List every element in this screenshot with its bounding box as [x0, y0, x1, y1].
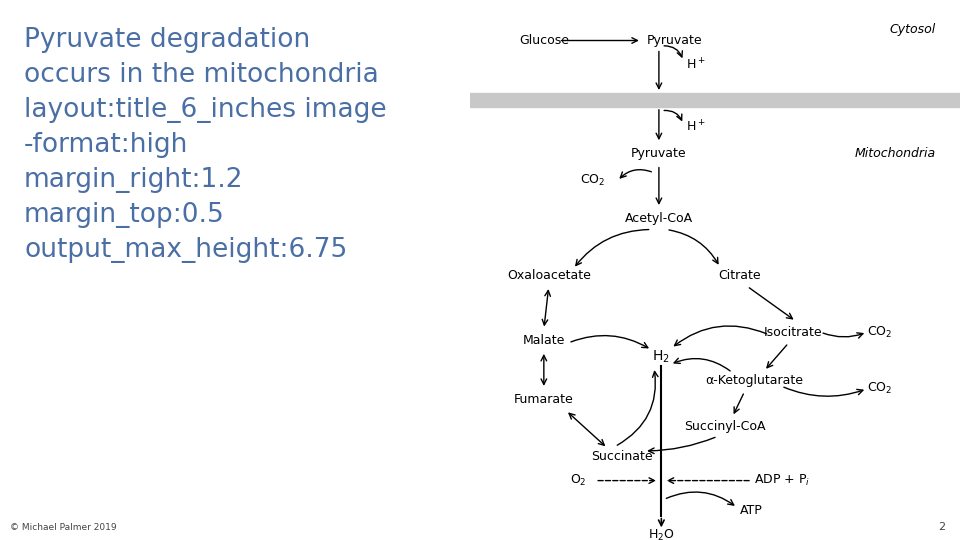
Text: © Michael Palmer 2019: © Michael Palmer 2019: [10, 523, 116, 532]
Text: Succinyl-CoA: Succinyl-CoA: [684, 420, 766, 433]
Text: Fumarate: Fumarate: [514, 393, 574, 406]
Text: H$^+$: H$^+$: [685, 57, 706, 72]
Text: Glucose: Glucose: [519, 34, 569, 47]
Text: H$_2$: H$_2$: [653, 348, 670, 364]
Text: CO$_2$: CO$_2$: [867, 381, 892, 396]
Text: ATP: ATP: [740, 504, 762, 517]
Text: Cytosol: Cytosol: [889, 23, 935, 36]
Text: Mitochondria: Mitochondria: [854, 147, 935, 160]
Text: Malate: Malate: [522, 334, 565, 347]
Text: CO$_2$: CO$_2$: [867, 325, 892, 340]
Text: Pyruvate: Pyruvate: [647, 34, 703, 47]
Text: O$_2$: O$_2$: [570, 473, 587, 488]
Text: Succinate: Succinate: [591, 450, 653, 463]
Text: α-Ketoglutarate: α-Ketoglutarate: [706, 374, 804, 387]
Text: Pyruvate degradation
occurs in the mitochondria
layout:title_6_inches image
-for: Pyruvate degradation occurs in the mitoc…: [24, 27, 387, 263]
Text: H$_2$O: H$_2$O: [648, 528, 675, 540]
Text: Pyruvate: Pyruvate: [631, 147, 686, 160]
Text: H$^+$: H$^+$: [685, 119, 706, 134]
Text: CO$_2$: CO$_2$: [580, 173, 605, 188]
Text: ADP + P$_i$: ADP + P$_i$: [755, 473, 810, 488]
Bar: [470, 93, 960, 107]
Text: Citrate: Citrate: [718, 269, 761, 282]
Text: Isocitrate: Isocitrate: [764, 326, 823, 339]
Text: Acetyl-CoA: Acetyl-CoA: [625, 212, 693, 225]
Text: 2: 2: [939, 522, 946, 532]
Text: Oxaloacetate: Oxaloacetate: [507, 269, 590, 282]
